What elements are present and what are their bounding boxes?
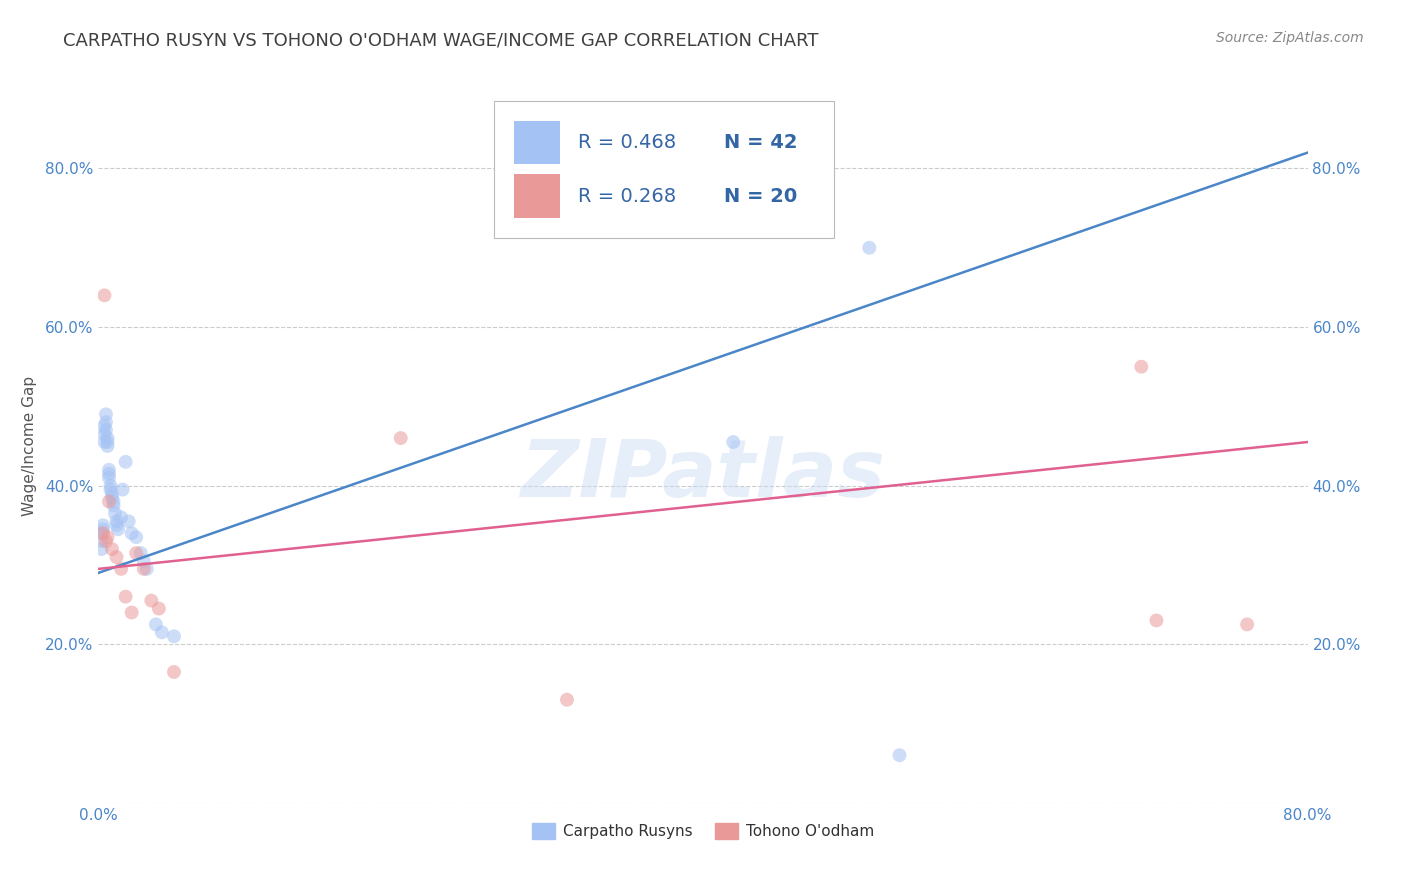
Point (101, 486, 124, 500)
Point (389, 431, 412, 445)
Text: Source: ZipAtlas.com: Source: ZipAtlas.com (1216, 31, 1364, 45)
Point (91, 518, 114, 533)
Point (101, 491, 124, 505)
Point (96, 530, 118, 544)
Text: ZIPatlas: ZIPatlas (520, 435, 886, 514)
Point (858, 241, 880, 255)
Point (91, 522, 114, 536)
FancyBboxPatch shape (494, 102, 834, 237)
Point (94, 407, 117, 421)
Point (104, 507, 127, 521)
Point (105, 514, 128, 528)
Point (98, 471, 121, 485)
Point (723, 435, 745, 450)
Point (1144, 614, 1167, 628)
Point (103, 494, 125, 508)
Point (96, 439, 118, 453)
Point (93, 288, 115, 302)
Legend: Carpatho Rusyns, Tohono O'odham: Carpatho Rusyns, Tohono O'odham (526, 817, 880, 845)
Point (121, 606, 143, 620)
Point (141, 593, 163, 607)
Point (90, 526, 112, 541)
Point (98, 463, 121, 477)
Text: CARPATHO RUSYN VS TOHONO O'ODHAM WAGE/INCOME GAP CORRELATION CHART: CARPATHO RUSYN VS TOHONO O'ODHAM WAGE/IN… (63, 31, 818, 49)
Point (94, 423, 117, 437)
Point (114, 590, 136, 604)
Point (100, 478, 122, 492)
Point (94, 415, 117, 429)
Point (90, 534, 112, 549)
Point (125, 530, 148, 544)
Point (118, 514, 141, 528)
Point (125, 546, 148, 560)
Point (107, 522, 129, 536)
Point (101, 542, 124, 557)
Point (121, 526, 143, 541)
FancyBboxPatch shape (515, 175, 561, 218)
Text: N = 20: N = 20 (724, 186, 797, 206)
Point (93, 427, 115, 442)
FancyBboxPatch shape (515, 121, 561, 164)
Text: N = 42: N = 42 (724, 133, 797, 153)
Point (555, 692, 578, 706)
Point (98, 467, 121, 481)
Point (150, 625, 173, 640)
Point (114, 455, 136, 469)
Point (129, 546, 152, 560)
Y-axis label: Wage/Income Gap: Wage/Income Gap (21, 376, 37, 516)
Point (105, 549, 128, 564)
Point (110, 562, 132, 576)
Point (110, 510, 132, 524)
Point (91, 526, 114, 541)
Point (111, 483, 134, 497)
Point (94, 534, 117, 549)
Point (1236, 617, 1258, 632)
Point (93, 419, 115, 434)
Point (96, 435, 118, 450)
Point (96, 431, 118, 445)
Point (105, 518, 128, 533)
Point (135, 562, 157, 576)
Point (163, 665, 186, 679)
Point (90, 542, 112, 557)
Point (98, 494, 121, 508)
Text: R = 0.468: R = 0.468 (578, 133, 676, 153)
Point (163, 629, 186, 643)
Point (93, 435, 115, 450)
Point (148, 601, 170, 615)
Point (145, 617, 167, 632)
Point (132, 554, 155, 568)
Point (889, 748, 911, 763)
Point (100, 483, 122, 497)
Text: R = 0.268: R = 0.268 (578, 186, 676, 206)
Point (103, 499, 125, 513)
Point (1130, 359, 1153, 374)
Point (132, 562, 155, 576)
